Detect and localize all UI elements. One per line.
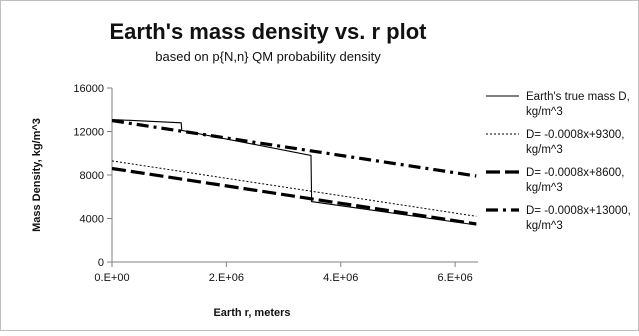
x-tick-label: 4.E+06 — [323, 272, 358, 284]
series-line-3 — [111, 166, 477, 226]
legend-label-1: kg/m^3 — [526, 106, 563, 118]
series-line-4 — [111, 119, 477, 178]
legend-label-1: Earth's true mass D, — [526, 91, 630, 103]
x-axis-label: Earth r, meters — [213, 307, 290, 319]
legend-label-2: D= -0.0008x+9300, — [526, 129, 624, 141]
chart-subtitle: based on p{N,n} QM probability density — [155, 49, 381, 64]
y-tick-label: 16000 — [73, 83, 104, 95]
y-tick-label: 8000 — [80, 170, 104, 182]
series-line-2 — [111, 160, 477, 217]
plot-layer: 0 4000 8000 12000 16000 0.E+00 2.E+06 4.E+06 6.E… — [73, 83, 478, 284]
y-tick-label: 12000 — [73, 127, 104, 139]
legend-label-3: D= -0.0008x+8600, — [526, 167, 624, 179]
x-tick-label: 0.E+00 — [94, 272, 129, 284]
legend-label-4: kg/m^3 — [526, 220, 563, 232]
y-axis-label: Mass Density, kg/m^3 — [31, 118, 43, 232]
legend: Earth's true mass D, kg/m^3 D= -0.0008x+93… — [486, 91, 631, 232]
series-line-1 — [111, 118, 477, 226]
legend-label-3: kg/m^3 — [526, 182, 563, 194]
legend-label-2: kg/m^3 — [526, 144, 563, 156]
legend-label-4: D= -0.0008x+13000, — [526, 205, 631, 217]
x-tick-label: 2.E+06 — [209, 272, 244, 284]
y-tick-label: 0 — [98, 257, 104, 269]
x-tick-label: 6.E+06 — [438, 272, 473, 284]
y-tick-label: 4000 — [80, 214, 104, 226]
chart-title: Earth's mass density vs. r plot — [109, 19, 427, 44]
